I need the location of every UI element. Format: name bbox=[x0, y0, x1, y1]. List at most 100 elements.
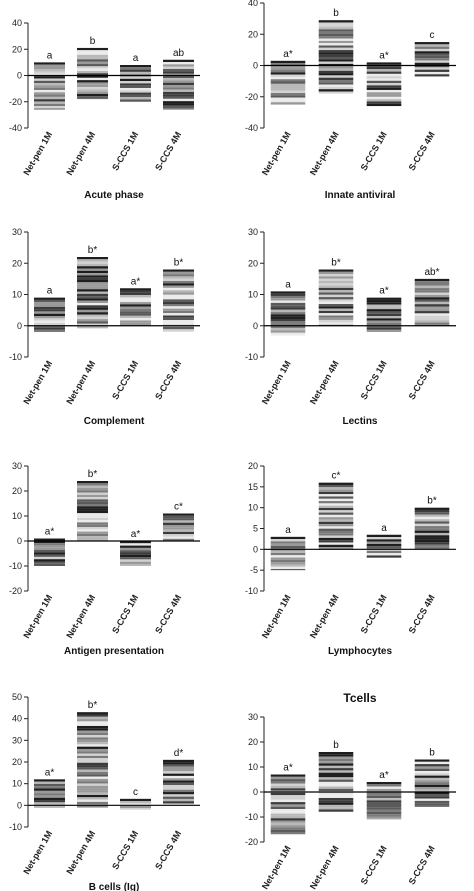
category-label: Net-pen 1M bbox=[260, 593, 293, 640]
bar-stripe bbox=[318, 310, 354, 314]
bar-stripe bbox=[270, 309, 306, 313]
bar-stripe bbox=[270, 95, 306, 98]
bar-stripe bbox=[366, 71, 402, 74]
bar-stripe bbox=[34, 802, 65, 805]
y-tick-label: 20 bbox=[248, 29, 258, 39]
category-label: Net-pen 1M bbox=[260, 844, 293, 891]
bar-s-ccs-4m bbox=[163, 759, 194, 806]
bar-stripe bbox=[270, 332, 306, 336]
bar-stripe bbox=[77, 261, 108, 264]
bar-stripe bbox=[34, 538, 65, 541]
bar-s-ccs-1m bbox=[366, 297, 402, 332]
bar-stripe bbox=[34, 64, 65, 67]
bar-stripe bbox=[414, 317, 450, 321]
bar-stripe bbox=[414, 320, 450, 323]
chart-title: Acute phase bbox=[84, 190, 144, 201]
bar-stripe bbox=[414, 48, 450, 52]
bar-stripe bbox=[414, 546, 450, 550]
bar-stripe bbox=[318, 491, 354, 495]
bar-stripe bbox=[318, 752, 354, 755]
bar-stripe bbox=[77, 769, 108, 772]
bar-stripe bbox=[77, 87, 108, 90]
bar-stripe bbox=[77, 515, 108, 518]
bar-stripe bbox=[77, 82, 108, 85]
bar-stripe bbox=[318, 61, 354, 64]
bar-stripe bbox=[120, 547, 151, 551]
bar-stripe bbox=[414, 69, 450, 72]
category-label: Net-pen 1M bbox=[21, 359, 54, 406]
bar-stripe bbox=[77, 522, 108, 525]
bar-stripe bbox=[77, 501, 108, 504]
bar-stripe bbox=[34, 318, 65, 321]
category-label: Net-pen 4M bbox=[64, 130, 97, 177]
bar-stripe bbox=[366, 316, 402, 319]
bar-stripe bbox=[318, 544, 354, 548]
bar-stripe bbox=[77, 286, 108, 290]
significance-label: b* bbox=[88, 245, 98, 256]
bar-stripe bbox=[34, 327, 65, 330]
bar-stripe bbox=[318, 501, 354, 504]
significance-label: a bbox=[47, 286, 53, 297]
bar-stripe bbox=[163, 290, 194, 293]
significance-label: a* bbox=[283, 49, 293, 60]
category-label: Net-pen 4M bbox=[308, 130, 341, 177]
bar-stripe bbox=[34, 559, 65, 562]
bar-stripe bbox=[318, 496, 354, 499]
bar-stripe bbox=[318, 528, 354, 531]
y-tick-label: 10 bbox=[12, 779, 22, 789]
bar-stripe bbox=[270, 832, 306, 835]
bar-stripe bbox=[270, 799, 306, 803]
bar-stripe bbox=[366, 78, 402, 81]
bar-stripe bbox=[318, 315, 354, 318]
bar-stripe bbox=[163, 780, 194, 783]
bar-stripe bbox=[77, 490, 108, 493]
bar-stripe bbox=[163, 64, 194, 67]
bar-stripe bbox=[414, 796, 450, 799]
bar-stripe bbox=[318, 304, 354, 307]
bar-stripe bbox=[270, 813, 306, 816]
bar-stripe bbox=[270, 811, 306, 814]
bar-stripe bbox=[414, 537, 450, 540]
bar-stripe bbox=[366, 299, 402, 303]
category-label: Net-pen 4M bbox=[308, 593, 341, 640]
bar-stripe bbox=[120, 69, 151, 72]
bar-stripe bbox=[318, 786, 354, 789]
bar-stripe bbox=[318, 517, 354, 520]
bar-stripe bbox=[318, 271, 354, 275]
bar-stripe bbox=[318, 73, 354, 76]
bar-stripe bbox=[318, 798, 354, 801]
bar-stripe bbox=[34, 313, 65, 317]
bar-stripe bbox=[77, 790, 108, 793]
bar-stripe bbox=[270, 86, 306, 89]
bar-stripe bbox=[318, 533, 354, 536]
bar-stripe bbox=[414, 62, 450, 66]
y-tick-label: -10 bbox=[245, 352, 258, 362]
bar-stripe bbox=[270, 295, 306, 299]
bar-stripe bbox=[414, 791, 450, 794]
bar-stripe bbox=[414, 42, 450, 45]
bar-stripe bbox=[77, 513, 108, 516]
bar-stripe bbox=[77, 289, 108, 292]
bar-stripe bbox=[34, 550, 65, 553]
bar-stripe bbox=[34, 797, 65, 801]
bar-stripe bbox=[77, 755, 108, 759]
bar-stripe bbox=[77, 93, 108, 97]
bar-stripe bbox=[366, 76, 402, 79]
bar-stripe bbox=[366, 798, 402, 801]
chart-title: Tcells bbox=[343, 691, 376, 705]
chart-panel-innate-antiviral: -40 -20 0 20 40 a* Net-pen 1M b Net-pen 4M a* S-CC… bbox=[245, 0, 456, 201]
bar-stripe bbox=[414, 46, 450, 49]
bar-stripe bbox=[120, 292, 151, 296]
bar-stripe bbox=[34, 297, 65, 300]
bar-stripe bbox=[414, 290, 450, 293]
bar-stripe bbox=[318, 79, 354, 83]
bar-stripe bbox=[270, 291, 306, 294]
bar-stripe bbox=[318, 530, 354, 534]
bar-stripe bbox=[414, 67, 450, 70]
bar-stripe bbox=[414, 528, 450, 531]
significance-label: b* bbox=[427, 496, 437, 507]
significance-label: a* bbox=[379, 770, 389, 781]
bar-stripe bbox=[366, 541, 402, 544]
bar-stripe bbox=[163, 271, 194, 275]
